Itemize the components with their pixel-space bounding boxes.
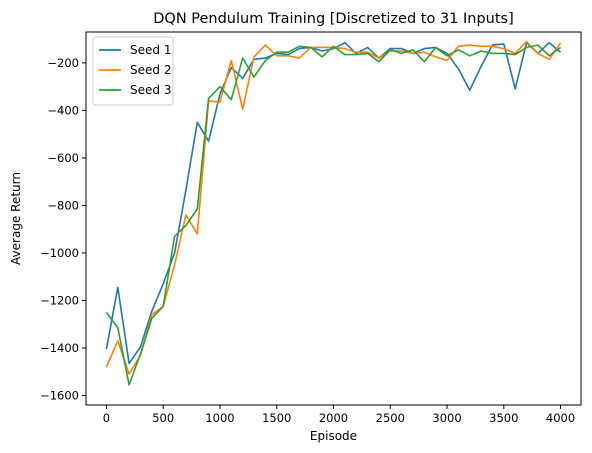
y-tick-label: −800 <box>47 198 79 212</box>
plot-lines <box>105 40 562 386</box>
y-tick-label: −200 <box>47 56 79 70</box>
y-axis-label: Average Return <box>9 172 23 265</box>
y-axis: −1600 −1400 −1200 −1000 −800 −600 −400 −200 <box>40 56 86 402</box>
x-tick-label: 3500 <box>489 411 518 425</box>
y-tick-label: −600 <box>47 151 79 165</box>
y-tick-label: −1400 <box>40 341 79 355</box>
chart-title: DQN Pendulum Training [Discretized to 31… <box>153 11 514 27</box>
legend: Seed 1 Seed 2 Seed 3 <box>92 36 174 106</box>
y-tick-label: −1600 <box>40 388 79 402</box>
x-axis: 0 500 1000 1500 2000 2500 3000 3500 4000 <box>103 405 575 425</box>
y-tick-label: −1000 <box>40 246 79 260</box>
y-tick-label: −400 <box>47 103 79 117</box>
series-line-2 <box>105 40 562 375</box>
x-tick-label: 500 <box>152 411 174 425</box>
series-line-3 <box>105 44 562 386</box>
x-tick-label: 4000 <box>546 411 575 425</box>
x-tick-label: 3000 <box>432 411 461 425</box>
series-line-1 <box>105 41 562 365</box>
x-axis-label: Episode <box>310 429 357 443</box>
legend-box <box>92 36 174 106</box>
legend-label: Seed 2 <box>130 63 171 77</box>
x-tick-label: 2500 <box>376 411 405 425</box>
legend-label: Seed 1 <box>130 43 171 57</box>
y-tick-label: −1200 <box>40 293 79 307</box>
x-tick-label: 1500 <box>262 411 291 425</box>
x-tick-label: 1000 <box>205 411 234 425</box>
legend-label: Seed 3 <box>130 83 171 97</box>
x-tick-label: 0 <box>103 411 110 425</box>
x-tick-label: 2000 <box>319 411 348 425</box>
